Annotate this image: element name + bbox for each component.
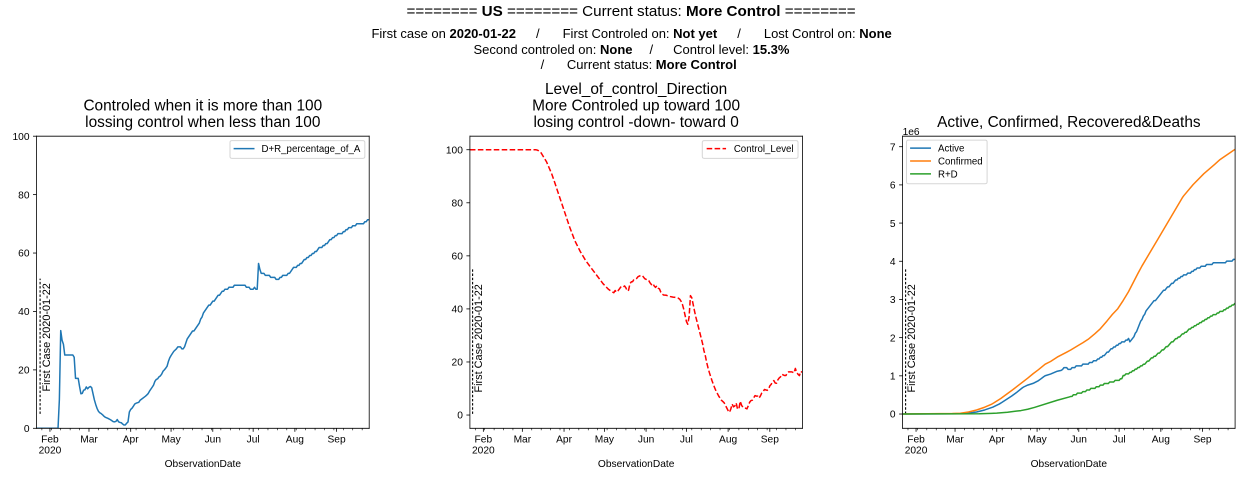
svg-text:0: 0	[890, 410, 896, 421]
svg-text:Aug: Aug	[286, 435, 304, 446]
svg-text:4: 4	[890, 257, 896, 268]
svg-text:R+D: R+D	[938, 169, 958, 180]
svg-text:Control_Level: Control_Level	[734, 144, 794, 155]
svg-text:Controled when it is more than: Controled when it is more than 100	[83, 98, 322, 115]
svg-text:1: 1	[890, 372, 896, 383]
svg-text:More Controled up toward 100: More Controled up toward 100	[532, 98, 740, 115]
svg-text:60: 60	[18, 249, 30, 260]
svg-text:2020: 2020	[39, 446, 62, 457]
svg-text:Sep: Sep	[328, 435, 346, 446]
svg-text:100: 100	[446, 145, 463, 156]
svg-text:2020: 2020	[905, 446, 928, 457]
svg-text:ObservationDate: ObservationDate	[1031, 459, 1108, 470]
svg-text:1e6: 1e6	[903, 127, 920, 138]
svg-text:Active: Active	[938, 143, 964, 154]
svg-text:ObservationDate: ObservationDate	[598, 459, 675, 470]
svg-text:Jun: Jun	[638, 435, 654, 446]
svg-text:Aug: Aug	[1152, 435, 1170, 446]
svg-text:Jul: Jul	[1113, 435, 1126, 446]
svg-text:7: 7	[890, 142, 896, 153]
svg-text:May: May	[595, 435, 615, 446]
svg-text:Mar: Mar	[514, 435, 532, 446]
svg-text:0: 0	[24, 424, 30, 435]
svg-text:60: 60	[452, 252, 464, 263]
svg-text:losing control -down- toward 0: losing control -down- toward 0	[533, 114, 738, 131]
svg-text:Mar: Mar	[946, 435, 964, 446]
svg-text:Mar: Mar	[80, 435, 98, 446]
svg-text:First Case 2020-01-22: First Case 2020-01-22	[473, 284, 485, 392]
svg-text:Jul: Jul	[247, 435, 260, 446]
svg-text:Sep: Sep	[761, 435, 779, 446]
svg-text:Apr: Apr	[989, 435, 1005, 446]
svg-text:80: 80	[18, 190, 30, 201]
svg-text:5: 5	[890, 219, 896, 230]
svg-text:80: 80	[452, 198, 464, 209]
svg-text:40: 40	[18, 307, 30, 318]
svg-text:D+R_percentage_of_A: D+R_percentage_of_A	[262, 144, 361, 155]
svg-text:6: 6	[890, 181, 896, 192]
svg-text:2: 2	[890, 333, 896, 344]
svg-text:First Case 2020-01-22: First Case 2020-01-22	[906, 284, 918, 392]
svg-text:May: May	[1027, 435, 1047, 446]
svg-text:Aug: Aug	[719, 435, 737, 446]
svg-text:Apr: Apr	[123, 435, 139, 446]
svg-text:Confirmed: Confirmed	[938, 156, 983, 167]
svg-text:Sep: Sep	[1193, 435, 1211, 446]
svg-text:Apr: Apr	[556, 435, 572, 446]
svg-text:lossing control when less than: lossing control when less than 100	[85, 114, 320, 131]
svg-text:Feb: Feb	[475, 435, 493, 446]
svg-text:0: 0	[457, 411, 463, 422]
svg-text:Active, Confirmed, Recovered&D: Active, Confirmed, Recovered&Deaths	[937, 114, 1201, 131]
svg-text:Jun: Jun	[1071, 435, 1087, 446]
svg-text:Jun: Jun	[205, 435, 221, 446]
svg-text:20: 20	[452, 358, 464, 369]
svg-text:First Case 2020-01-22: First Case 2020-01-22	[41, 283, 53, 391]
svg-text:40: 40	[452, 305, 464, 316]
svg-text:2020: 2020	[472, 446, 495, 457]
svg-text:Feb: Feb	[41, 435, 59, 446]
svg-text:ObservationDate: ObservationDate	[165, 459, 242, 470]
svg-text:Jul: Jul	[680, 435, 693, 446]
svg-text:100: 100	[13, 132, 30, 143]
svg-text:Level_of_control_Direction: Level_of_control_Direction	[545, 81, 727, 98]
svg-text:May: May	[161, 435, 181, 446]
svg-text:3: 3	[890, 295, 896, 306]
svg-text:Feb: Feb	[907, 435, 925, 446]
svg-text:20: 20	[18, 366, 30, 377]
